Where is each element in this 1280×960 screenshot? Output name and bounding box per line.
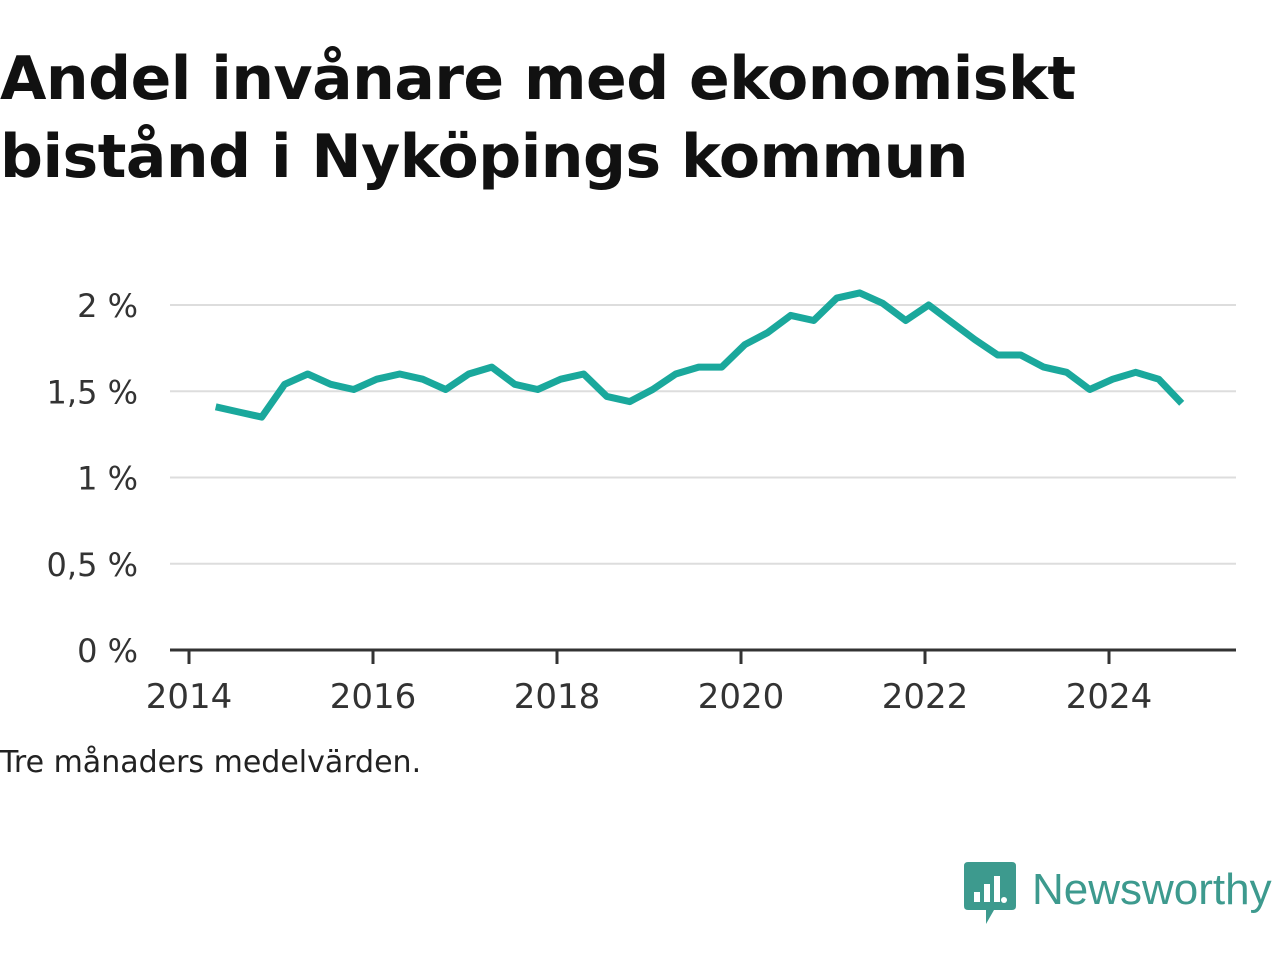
newsworthy-logo: Newsworthy [964,862,1272,928]
chart-note: Tre månaders medelvärden. [0,745,422,780]
brand-name: Newsworthy [1032,865,1272,914]
series-line [214,289,1185,421]
gridlines [170,304,1236,565]
x-axis: 2014 2016 2018 2020 2022 2024 [146,648,1236,717]
x-tick-label: 2022 [882,677,969,717]
x-tick-label: 2016 [330,677,417,717]
newsworthy-logo-icon [964,862,1016,924]
line-chart: 0 % 0,5 % 1 % 1,5 % 2 % 2014 2016 2018 2020 2022… [47,287,1236,717]
chart-title: Andel invånare med ekonomiskt bistånd i … [0,44,1076,192]
series-layer [214,289,1185,421]
y-tick-label: 1,5 % [47,373,138,411]
y-tick-label: 0,5 % [47,546,138,584]
y-tick-label: 0 % [77,632,138,670]
x-tick-label: 2018 [514,677,601,717]
x-tick-label: 2020 [698,677,785,717]
x-tick-label: 2014 [146,677,233,717]
y-tick-label: 2 % [77,287,138,325]
y-tick-label: 1 % [77,460,138,498]
x-tick-label: 2024 [1066,677,1153,717]
y-axis-ticks: 0 % 0,5 % 1 % 1,5 % 2 % [47,287,138,670]
